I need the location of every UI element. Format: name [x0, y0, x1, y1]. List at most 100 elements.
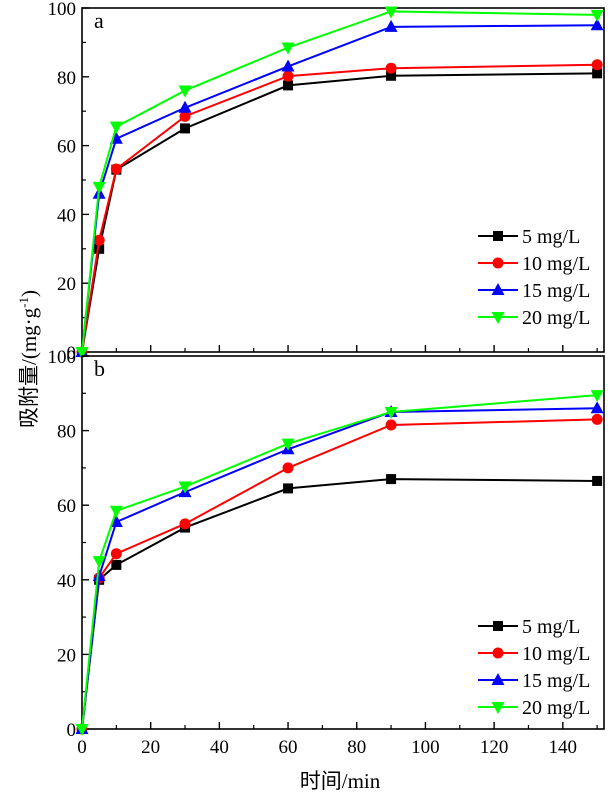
x-axis-title: 时间/min	[300, 769, 381, 793]
series-line	[81, 407, 598, 730]
legend-item: 20 mg/L	[478, 307, 590, 329]
data-point	[590, 390, 604, 403]
legend-item: 5 mg/L	[478, 226, 580, 248]
y-tick-label: 100	[48, 347, 77, 368]
data-point	[178, 100, 192, 113]
series-5-mg-L	[77, 474, 603, 734]
y-tick-label: 0	[67, 343, 77, 364]
data-point	[282, 462, 294, 474]
data-point	[178, 85, 192, 98]
data-point	[281, 438, 295, 451]
legend-marker	[493, 231, 503, 241]
data-point	[110, 163, 122, 175]
series-line	[81, 10, 598, 353]
data-point	[111, 559, 122, 570]
x-tick-label: 40	[210, 737, 229, 758]
legend-marker	[491, 702, 505, 714]
data-point	[94, 243, 105, 254]
legend-label: 5 mg/L	[522, 616, 580, 638]
y-tick-label: 40	[57, 205, 76, 226]
y-tick-label: 0	[67, 720, 77, 741]
data-point	[180, 123, 191, 134]
legend-label: 10 mg/L	[522, 253, 590, 275]
data-point	[591, 59, 603, 71]
y-tick-label: 60	[57, 137, 76, 158]
series-line	[81, 418, 598, 730]
data-point	[75, 347, 89, 359]
y-axis-title: 吸附量/(mg·g-1)	[16, 290, 41, 428]
x-tick-label: 80	[347, 737, 366, 758]
data-point	[384, 19, 398, 32]
data-point	[590, 9, 604, 22]
data-point	[75, 724, 89, 736]
legend-marker	[491, 283, 505, 295]
data-point	[179, 110, 191, 122]
data-point	[109, 505, 123, 518]
series-line	[81, 394, 598, 730]
data-point	[178, 481, 192, 494]
legend-marker	[492, 257, 504, 269]
legend-label: 5 mg/L	[522, 226, 580, 248]
x-tick-label: 120	[480, 737, 509, 758]
legend-marker	[492, 647, 504, 659]
legend: 5 mg/L 10 mg/L 15 mg/L 20 mg/L	[478, 226, 590, 329]
data-point	[281, 59, 295, 72]
y-axis-title-sup: -1	[16, 297, 31, 308]
legend-item: 5 mg/L	[478, 616, 580, 638]
y-tick-label: 80	[57, 68, 76, 89]
legend-item: 15 mg/L	[478, 670, 590, 692]
y-tick-label: 20	[57, 645, 76, 666]
legend: 5 mg/L 10 mg/L 15 mg/L 20 mg/L	[478, 616, 590, 719]
data-point	[592, 68, 603, 79]
data-point	[386, 70, 397, 81]
y-axis-title-main: 吸附量/(mg·g	[17, 307, 41, 428]
series-line	[81, 478, 598, 730]
legend-label: 20 mg/L	[522, 697, 590, 719]
data-point	[385, 62, 397, 74]
panel-label: a	[94, 8, 104, 33]
data-point	[110, 548, 122, 560]
y-tick-label: 60	[57, 496, 76, 517]
data-point	[590, 401, 604, 414]
x-tick-label: 100	[411, 737, 440, 758]
data-point	[281, 42, 295, 55]
series-line	[81, 72, 598, 353]
data-point	[282, 70, 294, 82]
panel-a: 0 20 40 60 80 100 a 5 mg/L 10 mg/L 15 mg/L 20 mg/L	[48, 0, 605, 364]
data-point	[109, 121, 123, 134]
data-point	[179, 518, 191, 530]
panel-label: b	[94, 356, 105, 381]
legend-marker	[493, 621, 503, 631]
data-point	[385, 419, 397, 431]
data-point	[590, 18, 604, 31]
x-tick-label: 140	[549, 737, 578, 758]
y-tick-label: 40	[57, 571, 76, 592]
data-point	[386, 474, 397, 485]
data-point	[92, 181, 106, 194]
legend-label: 10 mg/L	[522, 643, 590, 665]
data-point	[283, 483, 294, 494]
legend-marker	[491, 312, 505, 324]
data-point	[283, 80, 294, 91]
legend-label: 20 mg/L	[522, 307, 590, 329]
data-point	[592, 475, 603, 486]
data-point	[384, 406, 398, 419]
x-tick-label: 20	[141, 737, 160, 758]
data-point	[591, 413, 603, 425]
y-axis-title-end: )	[17, 290, 41, 297]
data-point	[92, 556, 106, 569]
legend-item: 10 mg/L	[478, 643, 590, 665]
x-tick-label: 60	[279, 737, 298, 758]
legend-item: 20 mg/L	[478, 697, 590, 719]
series-line	[81, 63, 598, 353]
y-tick-label: 100	[48, 0, 77, 20]
legend-item: 15 mg/L	[478, 280, 590, 302]
y-tick-label: 20	[57, 274, 76, 295]
series-20-mg-L	[75, 6, 604, 359]
legend-marker	[491, 673, 505, 685]
data-point	[384, 6, 398, 19]
legend-label: 15 mg/L	[522, 280, 590, 302]
data-point	[93, 234, 105, 246]
legend-label: 15 mg/L	[522, 670, 590, 692]
